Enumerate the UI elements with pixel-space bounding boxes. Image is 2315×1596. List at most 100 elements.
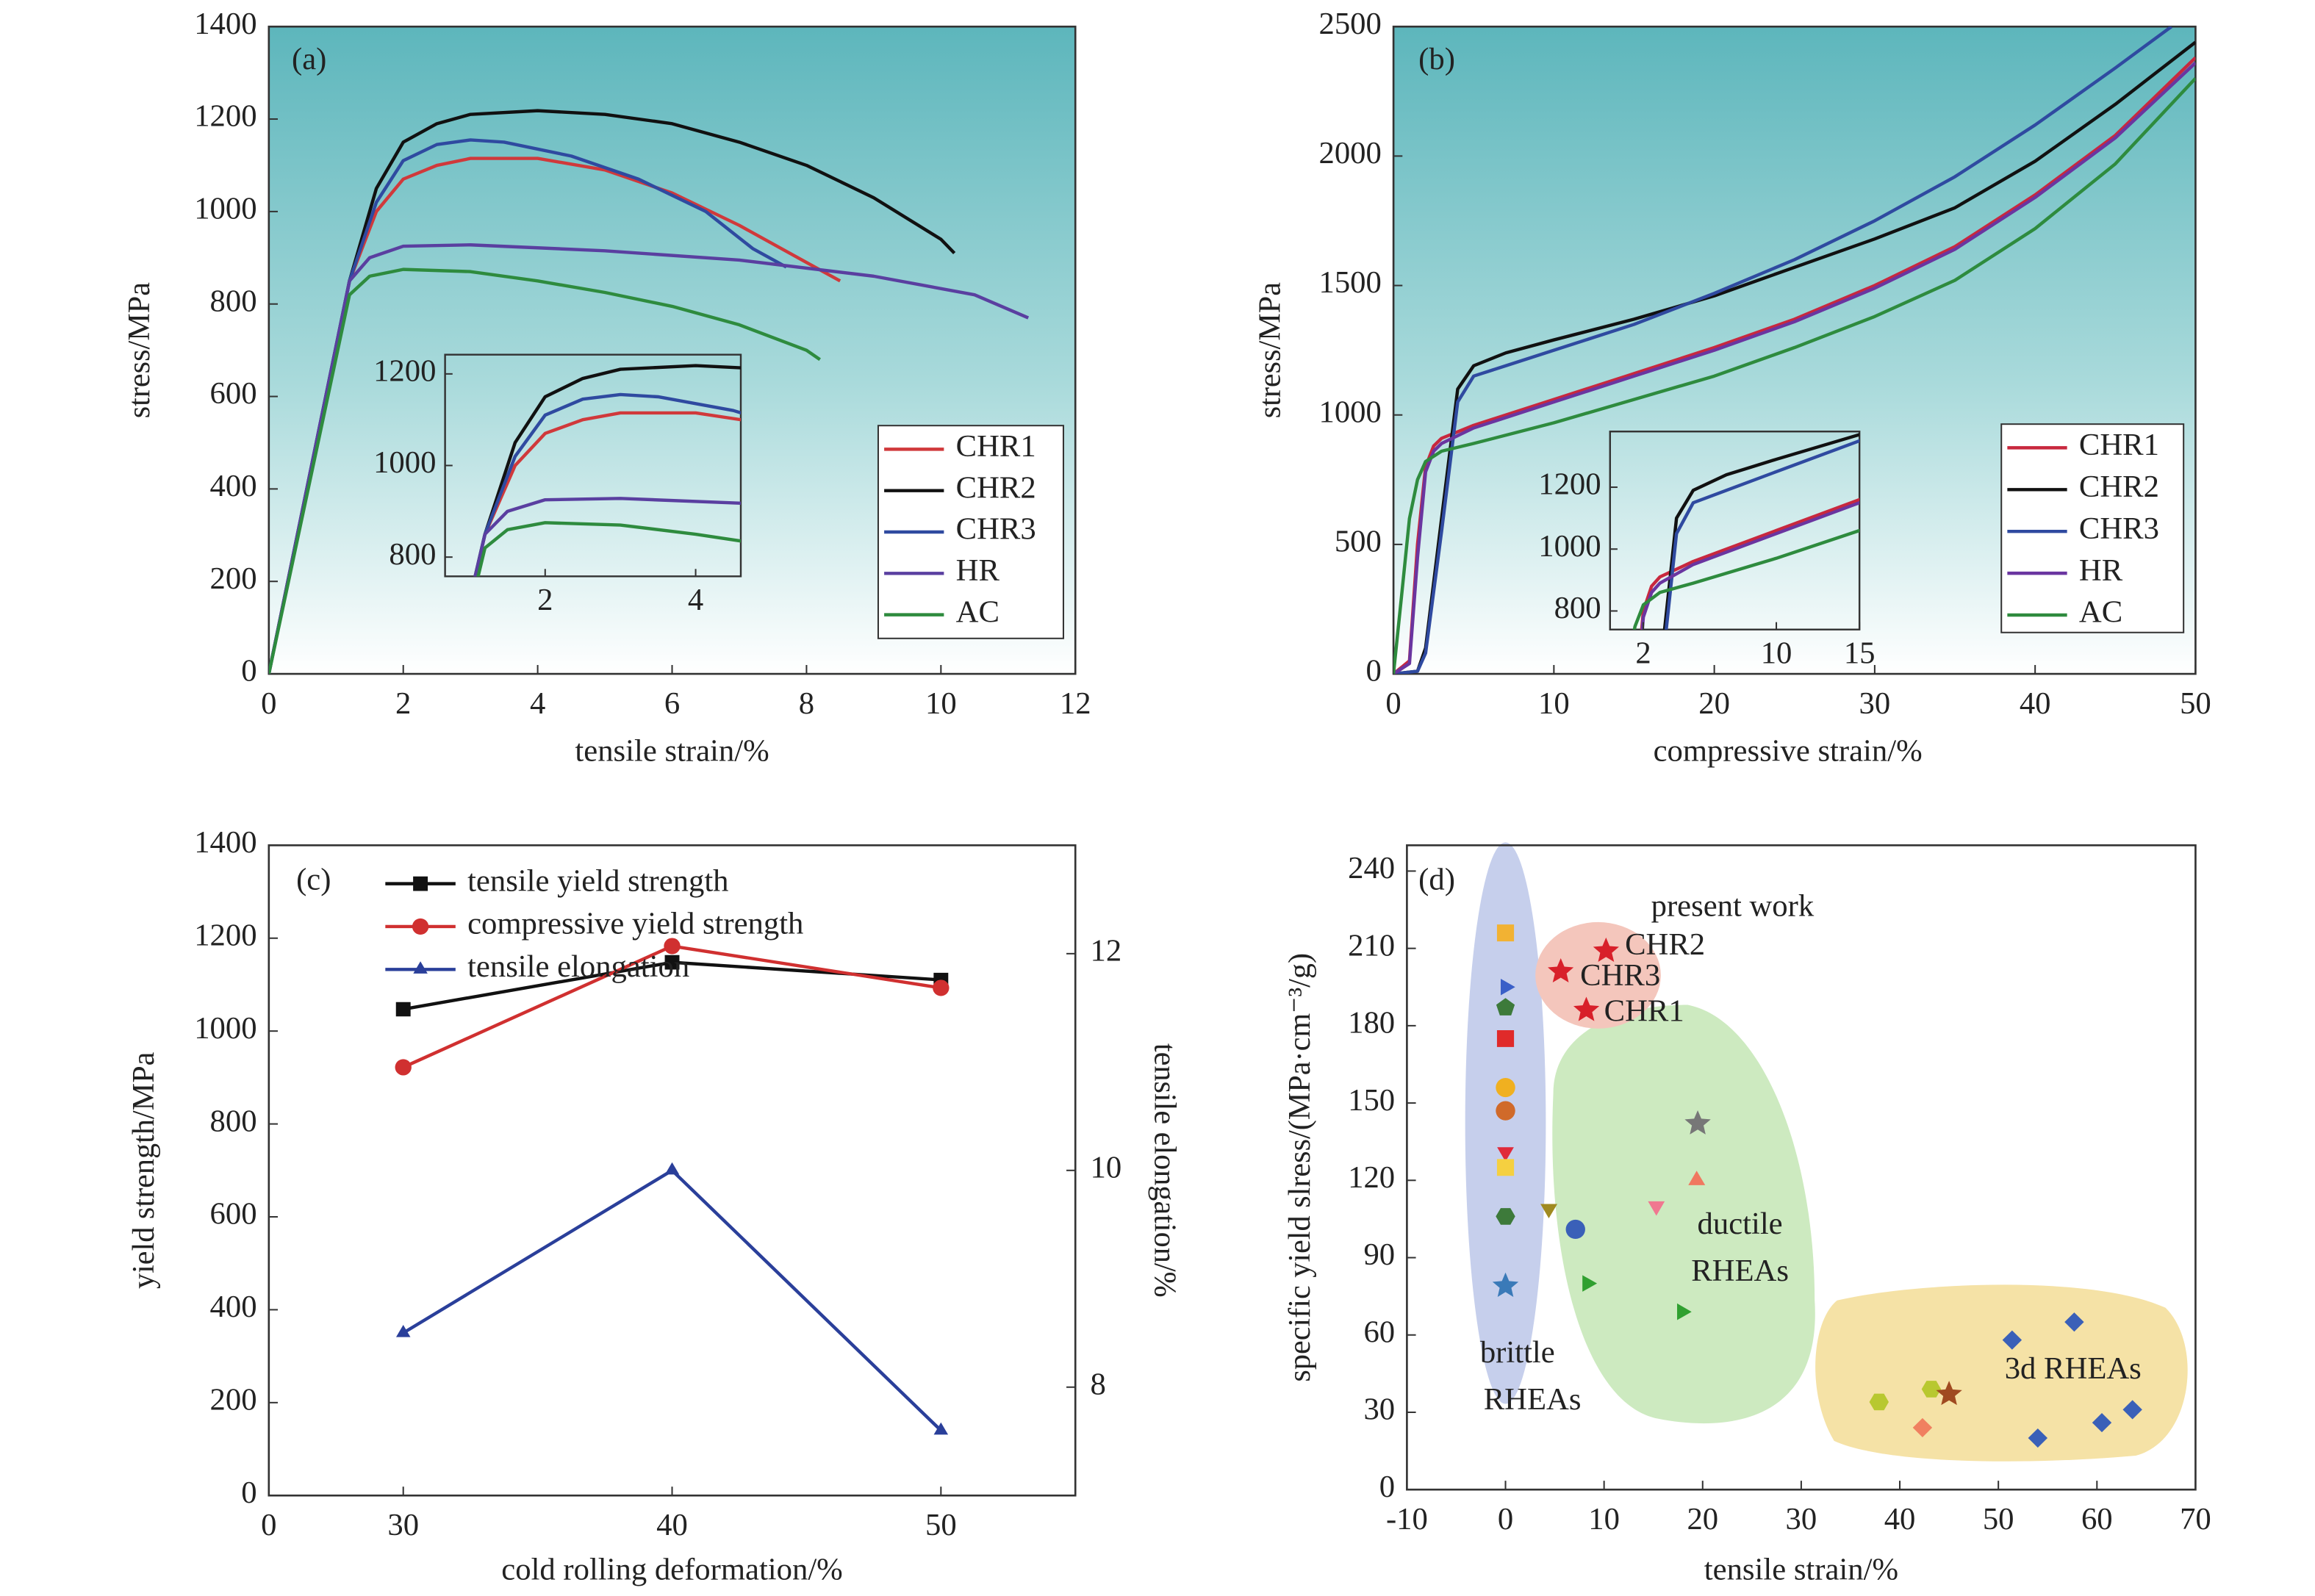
x-tick-label: 4: [530, 686, 545, 721]
inset-line: [473, 392, 741, 577]
marker: [664, 955, 680, 970]
y-tick-label: 0: [241, 1475, 256, 1510]
marker: [1496, 998, 1515, 1016]
x-tick-label: 10: [925, 686, 957, 721]
x-tick-label: 30: [387, 1508, 419, 1542]
y-tick-label: 0: [1379, 1470, 1395, 1504]
x-tick-label: 40: [656, 1508, 688, 1542]
marker: [1582, 1275, 1598, 1292]
series-line: [268, 138, 788, 675]
marker: [2064, 1312, 2084, 1332]
inset-line: [473, 497, 741, 577]
y-tick-label: 1000: [1319, 395, 1382, 430]
x-tick-label: 0: [261, 1508, 276, 1542]
marker: [1565, 1219, 1585, 1240]
y-tick-label: 1500: [1319, 265, 1382, 300]
inset-y-tick-label: 1000: [373, 445, 436, 480]
marker: [395, 1059, 412, 1076]
y-tick-label: 120: [1348, 1160, 1395, 1195]
inset-line: [1640, 500, 1860, 630]
x-axis-label: compressive strain/%: [1654, 734, 1923, 769]
marker: [1688, 1171, 1706, 1185]
y-tick-label: 210: [1348, 929, 1395, 963]
x-tick-label: 10: [1588, 1502, 1620, 1536]
y-tick-label: 400: [210, 469, 257, 503]
marker: [1936, 1381, 1962, 1406]
ductile-region: [1552, 1004, 1815, 1424]
marker: [1497, 1147, 1514, 1162]
marker: [412, 918, 429, 935]
marker: [1684, 1110, 1711, 1135]
legend-label: tensile elongation: [467, 949, 689, 984]
series-line: [268, 157, 841, 675]
legend-label: tensile yield strength: [467, 864, 728, 899]
x-tick-label: 6: [664, 686, 680, 721]
y-tick-label: 1200: [194, 919, 256, 953]
y-axis-label: stress/MPa: [122, 282, 157, 418]
present-region: [1535, 921, 1661, 1029]
marker: [1496, 924, 1515, 942]
annotation: CHR3: [1580, 958, 1660, 993]
3d-region: [1815, 1284, 2188, 1462]
regions: [1465, 842, 2188, 1462]
marker: [1912, 1417, 1933, 1438]
legend-label: CHR3: [2079, 511, 2159, 546]
y-tick-label: 240: [1348, 851, 1395, 885]
legend-label: CHR1: [2079, 428, 2159, 462]
panel-label: (a): [292, 42, 326, 76]
legend-label: CHR2: [2079, 470, 2159, 504]
series-line: [1393, 26, 2173, 675]
y-tick-label: 600: [210, 1197, 257, 1232]
x-tick-label: 40: [1884, 1502, 1916, 1536]
legend-label: AC: [2079, 595, 2122, 630]
marker: [1921, 1381, 1942, 1398]
y-tick-label: 1000: [194, 192, 256, 226]
marker: [2092, 1413, 2112, 1433]
y-tick-label: 800: [210, 1104, 257, 1138]
x-tick-label: 8: [799, 686, 814, 721]
marker: [1869, 1393, 1889, 1411]
marker: [1496, 1077, 1515, 1098]
y-tick-label: 2000: [1319, 136, 1382, 170]
series-line: [1393, 77, 2196, 675]
inset-line: [473, 364, 741, 577]
marker: [1496, 1029, 1515, 1047]
y-tick-label: 600: [210, 376, 257, 411]
x-tick-label: 50: [1983, 1502, 2014, 1536]
marker: [1573, 996, 1600, 1021]
y-tick-label: 180: [1348, 1006, 1395, 1040]
legend-label: HR: [2079, 553, 2123, 588]
y-tick-label: 0: [241, 654, 256, 689]
x-tick-label: 0: [261, 686, 276, 721]
x-axis-label: cold rolling deformation/%: [501, 1553, 842, 1587]
marker: [1496, 1159, 1515, 1176]
annotation: CHR2: [1625, 927, 1705, 962]
legend-label: AC: [956, 594, 999, 629]
inset-y-tick-label: 1200: [1538, 467, 1601, 502]
panel-label: (c): [296, 863, 331, 897]
marker: [395, 1002, 411, 1017]
x-tick-label: 0: [1498, 1502, 1513, 1536]
x-tick-label: 40: [2020, 686, 2051, 721]
inset-x-tick-label: 4: [688, 583, 703, 617]
marker: [413, 876, 428, 891]
series-line: [268, 243, 1030, 675]
marker: [395, 1324, 411, 1337]
y-tick-label: 200: [210, 1383, 257, 1417]
y-axis-label: specific yield slress/(MPa·cm⁻³/g): [1282, 953, 1317, 1382]
marker: [933, 1422, 949, 1435]
x-tick-label: 10: [1538, 686, 1570, 721]
inset-y-tick-label: 1200: [373, 354, 436, 389]
inset-y-tick-label: 1000: [1538, 529, 1601, 564]
marker: [1492, 1272, 1519, 1297]
x-tick-label: 50: [2180, 686, 2211, 721]
marker: [1496, 1101, 1515, 1121]
y-tick-label: 1000: [194, 1011, 256, 1046]
y-tick-label: 200: [210, 561, 257, 596]
y-tick-label: 1400: [194, 825, 256, 860]
y-tick-label: 90: [1363, 1237, 1395, 1272]
y-axis-label: yield strength/MPa: [126, 1052, 161, 1289]
x-tick-label: 0: [1385, 686, 1401, 721]
y2-axis-label: tensile elongation/%: [1147, 1043, 1182, 1298]
marker: [664, 1162, 680, 1175]
